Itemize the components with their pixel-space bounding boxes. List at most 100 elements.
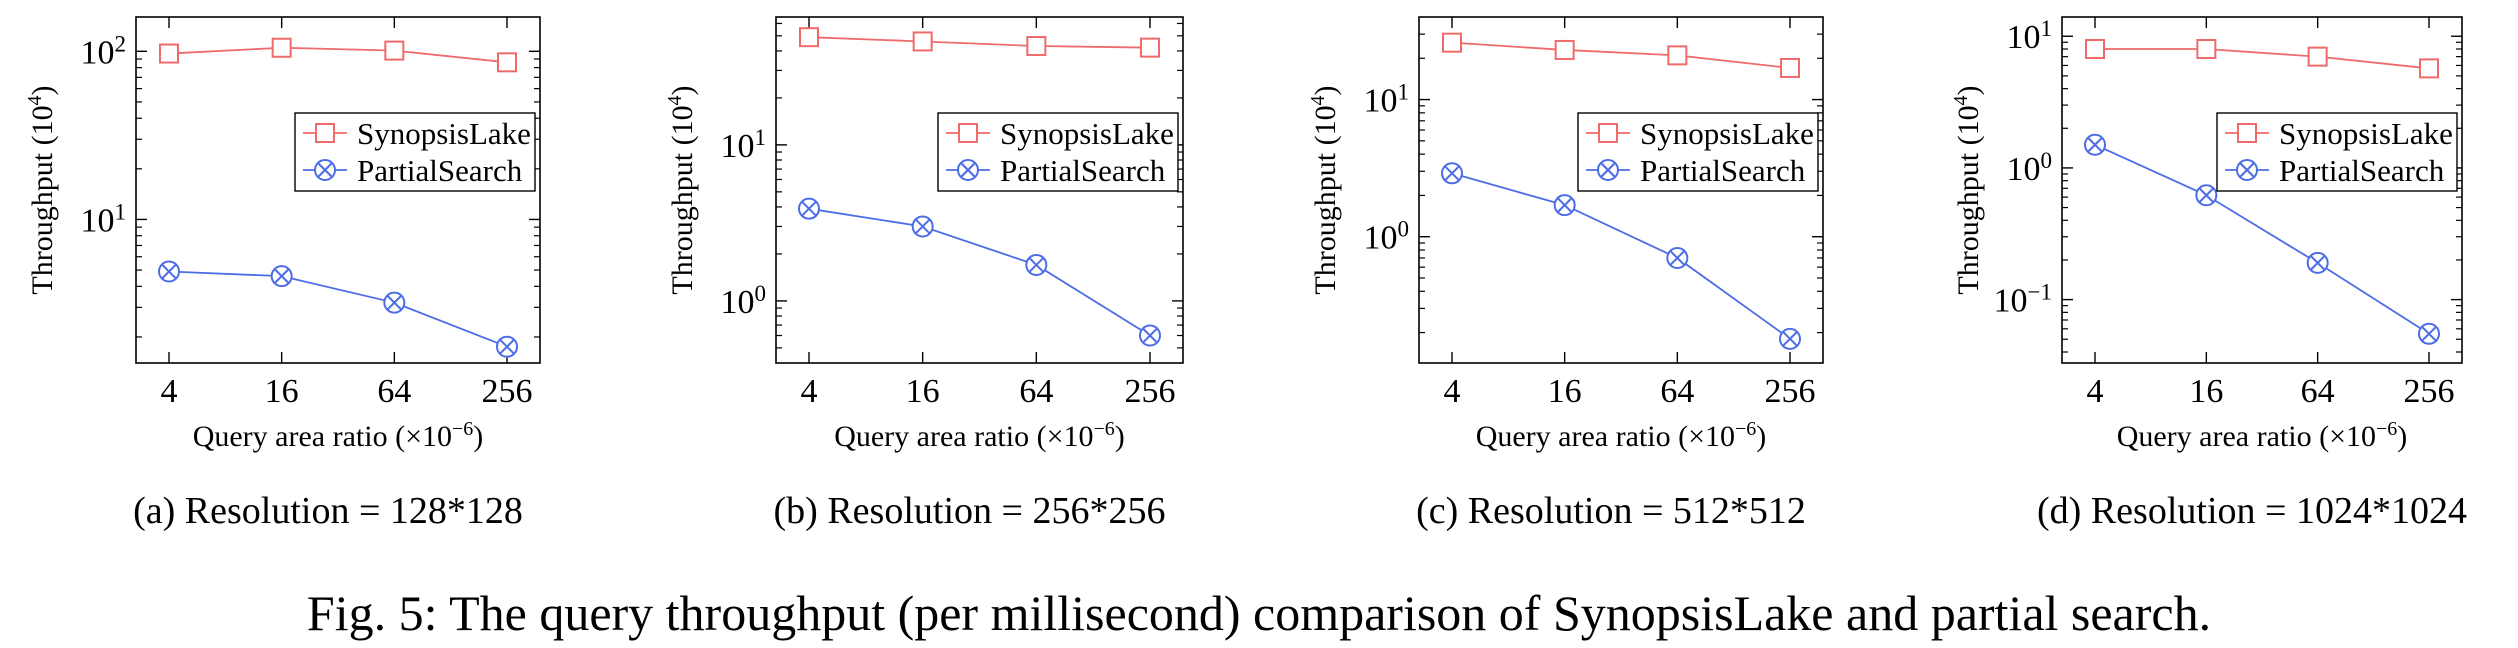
y-tick-label: 101 bbox=[2007, 16, 2053, 57]
data-point-synopsislake bbox=[159, 43, 179, 64]
series-line-synopsislake bbox=[808, 36, 1151, 49]
data-point-partialsearch bbox=[383, 291, 406, 314]
data-point-partialsearch bbox=[2418, 322, 2440, 345]
data-point-partialsearch bbox=[911, 215, 934, 238]
y-tick-label: 100 bbox=[2007, 147, 2053, 188]
legend-marker-cross-b bbox=[317, 162, 333, 178]
x-tick-label: 256 bbox=[2404, 373, 2455, 410]
data-point-partialsearch-cross-b bbox=[273, 268, 290, 284]
legend-marker-cross-b bbox=[1600, 162, 1616, 178]
data-point-partialsearch-cross-b bbox=[499, 338, 515, 355]
legend-label: PartialSearch bbox=[2279, 153, 2445, 188]
data-point-synopsislake bbox=[2196, 39, 2217, 60]
x-axis-label: Query area ratio (×10−6) bbox=[834, 418, 1125, 453]
minor-ticks bbox=[2062, 41, 2462, 353]
data-point-partialsearch-cross-b bbox=[2198, 187, 2215, 203]
data-point-partialsearch-cross-b bbox=[1028, 257, 1045, 273]
x-axis-label: Query area ratio (×10−6) bbox=[193, 418, 484, 453]
data-point-partialsearch bbox=[2195, 184, 2218, 207]
legend-label: SynopsisLake bbox=[357, 116, 531, 151]
data-point-synopsislake bbox=[497, 52, 517, 73]
data-point-partialsearch bbox=[2306, 251, 2329, 274]
data-point-partialsearch bbox=[270, 265, 293, 288]
y-tick-label: 101 bbox=[81, 199, 127, 240]
data-point-synopsislake bbox=[799, 27, 819, 48]
plot-frame bbox=[135, 16, 541, 364]
data-point-synopsislake bbox=[1667, 45, 1688, 66]
legend-label: PartialSearch bbox=[357, 153, 523, 188]
minor-ticks bbox=[776, 22, 1183, 349]
x-tick-label: 64 bbox=[2301, 373, 2335, 410]
data-point-synopsislake bbox=[1554, 39, 1575, 60]
x-tick-label: 4 bbox=[1444, 373, 1461, 410]
subfigure-caption: (d) Resolution = 1024*1024 bbox=[2037, 490, 2467, 532]
x-tick-label: 16 bbox=[906, 373, 940, 410]
series-line-partialsearch bbox=[2094, 143, 2430, 335]
series-line-partialsearch bbox=[168, 270, 508, 348]
data-point-partialsearch bbox=[2084, 133, 2106, 156]
x-tick-label: 16 bbox=[1548, 373, 1582, 410]
legend-marker bbox=[1598, 123, 1618, 143]
x-axis-label: Query area ratio (×10−6) bbox=[1476, 418, 1767, 453]
legend-marker bbox=[1597, 159, 1619, 181]
y-tick-label: 100 bbox=[1364, 216, 1410, 257]
legend-marker bbox=[957, 159, 979, 181]
data-point-synopsislake bbox=[2307, 46, 2328, 67]
data-point-synopsislake bbox=[1442, 32, 1462, 53]
x-tick-label: 64 bbox=[377, 373, 411, 410]
y-tick-label: 10−1 bbox=[1994, 279, 2052, 320]
figure-caption: Fig. 5: The query throughput (per millis… bbox=[306, 585, 2212, 641]
data-point-synopsislake bbox=[1140, 37, 1160, 58]
series-line-synopsislake bbox=[1451, 41, 1791, 69]
legend-marker-cross-b bbox=[960, 162, 976, 178]
x-tick-label: 64 bbox=[1660, 373, 1694, 410]
subfigure-caption: (a) Resolution = 128*128 bbox=[133, 490, 523, 532]
data-point-partialsearch bbox=[1025, 253, 1048, 276]
data-point-partialsearch-cross-b bbox=[1669, 250, 1686, 266]
y-tick-label: 102 bbox=[81, 31, 127, 72]
minor-ticks bbox=[136, 58, 540, 338]
y-axis-label: Throughput (104) bbox=[1307, 85, 1342, 294]
subfigure-caption: (c) Resolution = 512*512 bbox=[1416, 490, 1806, 532]
y-tick-label: 101 bbox=[1364, 79, 1410, 120]
x-tick-label: 16 bbox=[265, 373, 299, 410]
series-line-synopsislake bbox=[168, 46, 508, 64]
data-point-partialsearch-cross-b bbox=[161, 263, 177, 280]
data-point-synopsislake bbox=[1780, 57, 1800, 78]
legend-label: SynopsisLake bbox=[1000, 116, 1174, 151]
y-tick-label: 101 bbox=[721, 124, 767, 165]
legend-label: PartialSearch bbox=[1640, 153, 1806, 188]
data-point-partialsearch bbox=[1441, 162, 1463, 185]
x-tick-label: 16 bbox=[2189, 373, 2223, 410]
data-point-synopsislake bbox=[2419, 58, 2439, 79]
legend-label: PartialSearch bbox=[1000, 153, 1166, 188]
x-tick-label: 256 bbox=[1765, 373, 1816, 410]
data-point-partialsearch-cross-b bbox=[1444, 165, 1460, 182]
data-point-synopsislake bbox=[2085, 39, 2105, 60]
data-point-partialsearch bbox=[1553, 194, 1576, 217]
data-point-synopsislake bbox=[912, 31, 933, 52]
chart-panel-d: 10−1 100 101 4 16 64 256 SynopsisLakePartialSea… bbox=[1950, 16, 2467, 532]
x-axis-label: Query area ratio (×10−6) bbox=[2117, 418, 2408, 453]
series-line-partialsearch bbox=[1451, 172, 1791, 340]
data-point-partialsearch-cross-b bbox=[2087, 137, 2103, 153]
x-tick-label: 4 bbox=[801, 373, 818, 410]
data-point-synopsislake bbox=[271, 37, 292, 58]
data-point-partialsearch bbox=[496, 335, 518, 358]
data-point-partialsearch bbox=[1139, 324, 1161, 347]
y-axis-label: Throughput (104) bbox=[24, 85, 59, 294]
data-point-partialsearch-cross-b bbox=[1142, 327, 1158, 344]
x-tick-label: 256 bbox=[1125, 373, 1176, 410]
data-point-partialsearch bbox=[798, 197, 820, 220]
data-point-partialsearch-cross-b bbox=[1556, 197, 1573, 213]
legend-marker bbox=[958, 123, 978, 143]
data-point-synopsislake bbox=[1026, 36, 1047, 57]
legend-marker bbox=[315, 123, 335, 143]
